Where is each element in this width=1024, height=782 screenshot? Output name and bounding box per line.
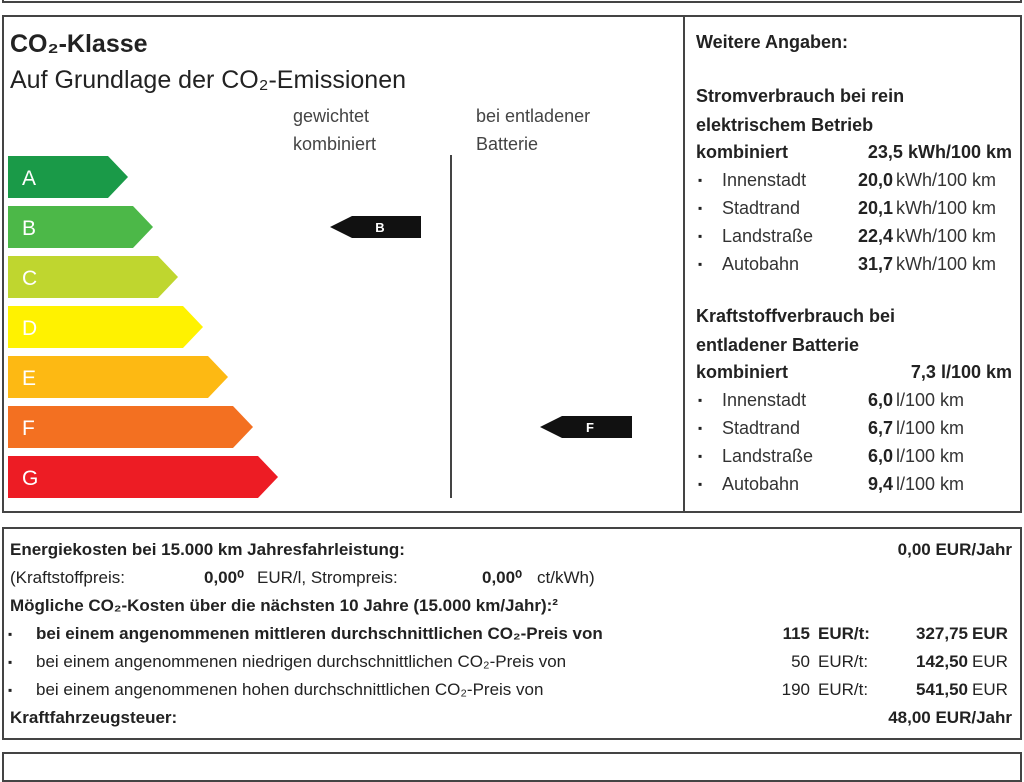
- fuel-price: 0,00⁰: [204, 568, 244, 587]
- co2-price-unit: EUR/t:: [818, 680, 869, 699]
- class-indicator: [330, 216, 421, 238]
- details-heading: Weitere Angaben:: [696, 32, 849, 52]
- bullet: ▪: [698, 257, 703, 271]
- class-bar: [8, 156, 128, 198]
- co2-row-text: bei einem angenommenen mittleren durchsc…: [36, 624, 603, 643]
- item-name: Innenstadt: [722, 170, 807, 190]
- item-unit: l/100 km: [896, 474, 965, 494]
- class-bar: [8, 456, 278, 498]
- class-letter: F: [22, 417, 35, 440]
- item-value: 20,0: [857, 170, 893, 190]
- class-indicator-label: F: [586, 420, 594, 435]
- combined-value: 23,5 kWh/100 km: [867, 142, 1012, 162]
- item-value: 6,7: [867, 418, 893, 438]
- co2-price: 115: [782, 624, 810, 643]
- bullet: ▪: [698, 449, 703, 463]
- fuel-price-unit: EUR/l, Strompreis:: [257, 568, 398, 587]
- item-value: 22,4: [857, 226, 893, 246]
- costs-panel: [2, 527, 1022, 740]
- energy-value: 0,00 EUR/Jahr: [897, 540, 1012, 559]
- item-name: Stadtrand: [722, 198, 801, 218]
- item-name: Autobahn: [722, 254, 800, 274]
- item-value: 6,0: [867, 446, 893, 466]
- previous-section: [2, 0, 1022, 3]
- class-scale: A B C D E F G B F: [8, 155, 632, 498]
- co2-price: 190: [781, 680, 810, 699]
- class-letter: C: [22, 267, 37, 290]
- details-panel: [683, 15, 1022, 513]
- class-bar: [8, 206, 153, 248]
- item-unit: l/100 km: [896, 390, 965, 410]
- bullet: ▪: [8, 655, 13, 669]
- co2-price: 50: [791, 652, 810, 671]
- item-name: Landstraße: [722, 446, 814, 466]
- combined-value: 7,3 l/100 km: [910, 362, 1012, 382]
- power-price: 0,00⁰: [482, 568, 522, 587]
- item-unit: kWh/100 km: [896, 226, 997, 246]
- bullet: ▪: [8, 683, 13, 697]
- co2-currency: EUR: [972, 624, 1008, 643]
- item-unit: kWh/100 km: [896, 254, 997, 274]
- section-heading: Stromverbrauch bei rein elektrischem Bet…: [696, 86, 905, 135]
- column-header: bei entladener Batterie: [476, 106, 591, 154]
- co2-cost: 541,50: [916, 680, 968, 699]
- tax-label: Kraftfahrzeugsteuer:: [10, 708, 178, 727]
- item-value: 9,4: [867, 474, 893, 494]
- item-value: 6,0: [867, 390, 893, 410]
- bullet: ▪: [698, 477, 703, 491]
- section-heading: Kraftstoffverbrauch bei entladener Batte…: [696, 306, 896, 355]
- fuel-price-label: (Kraftstoffpreis:: [10, 568, 125, 587]
- item-unit: kWh/100 km: [896, 170, 997, 190]
- class-letter: E: [22, 367, 36, 390]
- co2-cost: 142,50: [916, 652, 968, 671]
- co2-row-text: bei einem angenommenen hohen durchschnit…: [36, 680, 544, 699]
- subtitle: Auf Grundlage der CO₂-Emissionen: [10, 66, 406, 94]
- class-bar: [8, 256, 178, 298]
- item-value: 20,1: [857, 198, 893, 218]
- combined-label: kombiniert: [696, 142, 789, 162]
- item-value: 31,7: [857, 254, 893, 274]
- bullet: ▪: [698, 421, 703, 435]
- column-header: gewichtet kombiniert: [293, 106, 377, 154]
- class-letter: A: [22, 167, 36, 190]
- bullet: ▪: [698, 393, 703, 407]
- co2-currency: EUR: [972, 680, 1008, 699]
- item-name: Landstraße: [722, 226, 814, 246]
- class-indicator-label: B: [375, 220, 384, 235]
- item-unit: kWh/100 km: [896, 198, 997, 218]
- class-letter: G: [22, 467, 38, 490]
- co2-row-text: bei einem angenommenen niedrigen durchsc…: [36, 652, 567, 671]
- bullet: ▪: [698, 201, 703, 215]
- next-section: [2, 752, 1022, 782]
- power-price-unit: ct/kWh): [537, 568, 595, 587]
- item-name: Stadtrand: [722, 418, 801, 438]
- co2-currency: EUR: [972, 652, 1008, 671]
- class-indicator: [540, 416, 632, 438]
- bullet: ▪: [8, 627, 13, 641]
- item-name: Autobahn: [722, 474, 800, 494]
- item-unit: l/100 km: [896, 418, 965, 438]
- class-letter: B: [22, 217, 36, 240]
- co2-cost: 327,75: [916, 624, 968, 643]
- bullet: ▪: [698, 173, 703, 187]
- class-letter: D: [22, 317, 37, 340]
- item-unit: l/100 km: [896, 446, 965, 466]
- energy-label: Energiekosten bei 15.000 km Jahresfahrle…: [10, 540, 405, 559]
- co2-price-unit: EUR/t:: [818, 624, 870, 643]
- co2-heading: Mögliche CO₂-Kosten über die nächsten 10…: [10, 596, 558, 615]
- title: CO₂-Klasse: [10, 30, 148, 58]
- co2-price-unit: EUR/t:: [818, 652, 869, 671]
- class-bar: [8, 356, 228, 398]
- bullet: ▪: [698, 229, 703, 243]
- class-bar: [8, 306, 203, 348]
- item-name: Innenstadt: [722, 390, 807, 410]
- tax-value: 48,00 EUR/Jahr: [888, 708, 1012, 727]
- class-bar: [8, 406, 253, 448]
- combined-label: kombiniert: [696, 362, 789, 382]
